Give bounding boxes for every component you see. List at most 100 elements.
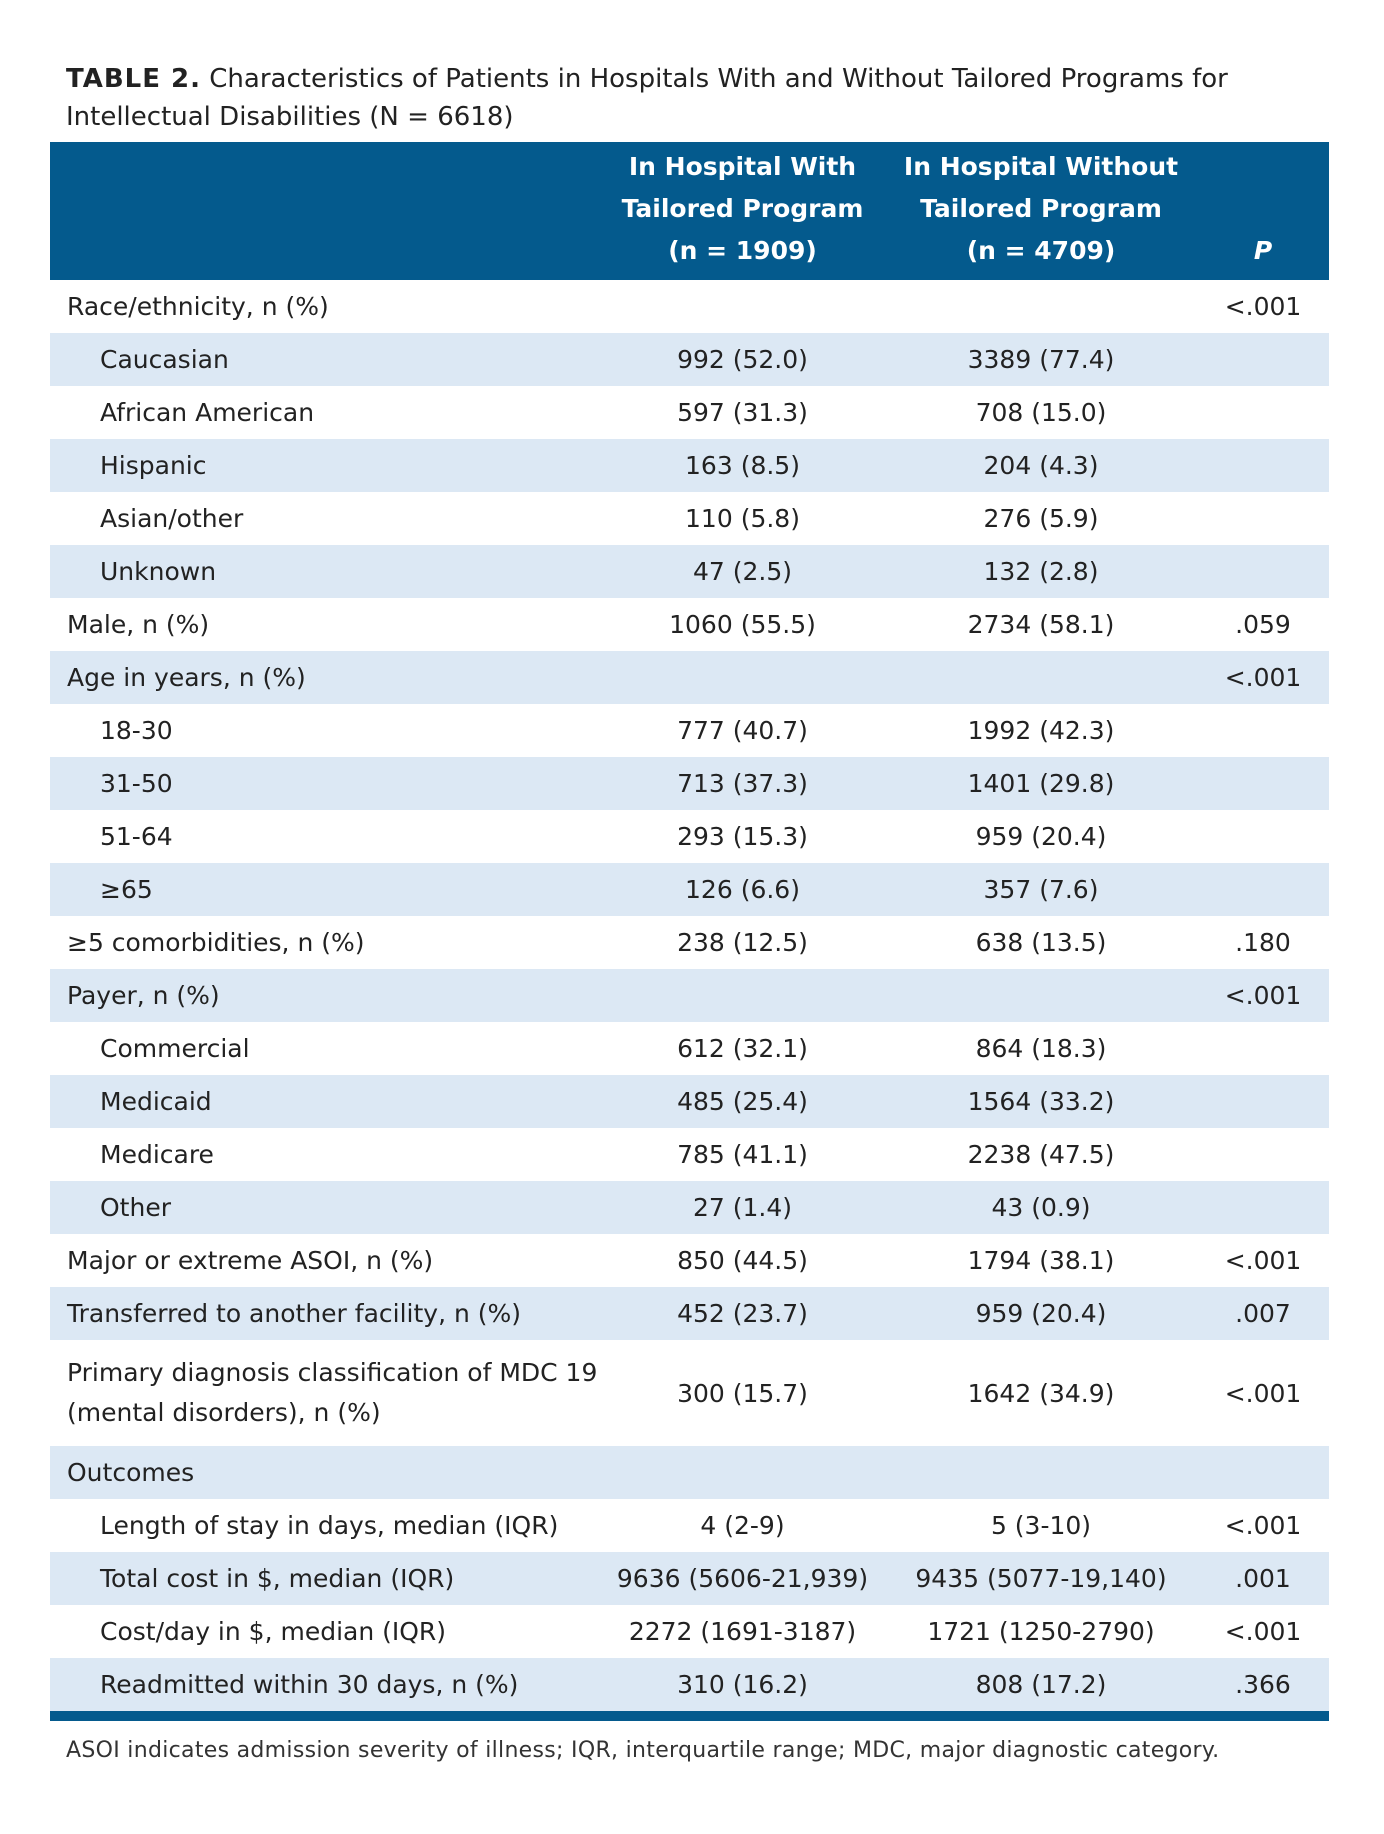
cell: 300 (15.7): [677, 1378, 808, 1408]
cell: 293 (15.3): [677, 822, 808, 851]
cell: 3389 (77.4): [967, 345, 1115, 374]
cell: 132 (2.8): [983, 557, 1099, 586]
cell: 597 (31.3): [677, 398, 808, 427]
cell: 808 (17.2): [975, 1670, 1107, 1699]
cell: 1992 (42.3): [967, 716, 1115, 745]
cell: .059: [1235, 610, 1291, 639]
cell: 9435 (5077-19,140): [915, 1564, 1167, 1593]
table-row: Readmitted within 30 days, n (%) 310 (16.…: [50, 1658, 1329, 1711]
header-line: In Hospital With: [628, 152, 857, 181]
cell: 110 (5.8): [685, 504, 800, 533]
cell: 864 (18.3): [975, 1034, 1107, 1063]
table-row: Unknown 47 (2.5) 132 (2.8): [50, 545, 1329, 598]
cell: 5 (3-10): [990, 1511, 1092, 1540]
bottom-rule: [50, 1711, 1329, 1721]
table-row: Payer, n (%) <.001: [50, 969, 1329, 1022]
cell: 204 (4.3): [983, 451, 1099, 480]
cell: 43 (0.9): [991, 1193, 1091, 1222]
cell: .007: [1235, 1299, 1291, 1328]
cell: 992 (52.0): [677, 345, 808, 374]
cell: 485 (25.4): [677, 1087, 808, 1116]
header-line: Tailored Program: [621, 194, 864, 223]
row-label: ≥65: [100, 874, 153, 904]
cell: 1401 (29.8): [967, 769, 1115, 798]
header-cell: [50, 142, 600, 280]
cell: 238 (12.5): [677, 928, 808, 957]
cell: 310 (16.2): [677, 1670, 808, 1699]
cell: 4 (2-9): [700, 1511, 785, 1540]
cell: 959 (20.4): [975, 1299, 1107, 1328]
cell: 638 (13.5): [975, 928, 1107, 957]
header-cell: P: [1197, 142, 1329, 280]
cell: 612 (32.1): [677, 1034, 808, 1063]
cell: 163 (8.5): [685, 451, 800, 480]
header-line: P: [1253, 236, 1273, 265]
row-label: 18-30: [100, 715, 173, 745]
header-line: In Hospital Without: [903, 152, 1179, 181]
row-label: Transferred to another facility, n (%): [67, 1298, 522, 1328]
cell: 959 (20.4): [975, 822, 1107, 851]
table-row: Medicaid 485 (25.4) 1564 (33.2): [50, 1075, 1329, 1128]
row-label: 31-50: [100, 768, 173, 798]
header-cell: In Hospital Without Tailored Program (n = …: [885, 142, 1197, 280]
row-label: Hispanic: [100, 450, 207, 480]
table-row: 51-64 293 (15.3) 959 (20.4): [50, 810, 1329, 863]
table-row: ≥5 comorbidities, n (%) 238 (12.5) 638 (13…: [50, 916, 1329, 969]
row-label: African American: [100, 397, 315, 427]
table: In Hospital With Tailored Program (n = 190…: [50, 142, 1329, 1721]
table-row: Transferred to another facility, n (%) 45…: [50, 1287, 1329, 1340]
row-label: Medicaid: [100, 1086, 212, 1116]
table-label: TABLE 2.: [66, 64, 202, 94]
table-row: Total cost in $, median (IQR) 9636 (5606-…: [50, 1552, 1329, 1605]
footnote: ASOI indicates admission severity of ill…: [66, 1738, 1220, 1763]
table-row: 31-50 713 (37.3) 1401 (29.8): [50, 757, 1329, 810]
cell: 777 (40.7): [677, 716, 808, 745]
cell: 713 (37.3): [677, 769, 808, 798]
cell: .180: [1235, 928, 1291, 957]
table-row: Race/ethnicity, n (%) <.001: [50, 280, 1329, 333]
cell: 708 (15.0): [975, 398, 1107, 427]
row-label: Asian/other: [100, 503, 244, 533]
row-label: Readmitted within 30 days, n (%): [100, 1669, 519, 1699]
cell: 27 (1.4): [692, 1193, 793, 1222]
table-row: Primary diagnosis classification of MDC …: [50, 1340, 1329, 1446]
table-row: Outcomes: [50, 1446, 1329, 1499]
header-cell: In Hospital With Tailored Program (n = 190…: [600, 142, 885, 280]
row-label: Medicare: [100, 1139, 214, 1169]
table-row: Length of stay in days, median (IQR) 4 (2…: [50, 1499, 1329, 1552]
cell: <.001: [1224, 1378, 1302, 1408]
cell: .001: [1235, 1564, 1291, 1593]
row-label: Primary diagnosis classification of MDC …: [67, 1358, 598, 1427]
table-row: Cost/day in $, median (IQR) 2272 (1691-31…: [50, 1605, 1329, 1658]
cell: 1794 (38.1): [967, 1246, 1115, 1275]
cell: 1060 (55.5): [669, 610, 816, 639]
cell: 785 (41.1): [677, 1140, 808, 1169]
table-row: Asian/other 110 (5.8) 276 (5.9): [50, 492, 1329, 545]
cell: <.001: [1224, 292, 1302, 321]
cell: 9636 (5606-21,939): [616, 1564, 869, 1593]
cell: 2734 (58.1): [967, 610, 1115, 639]
cell: <.001: [1224, 1617, 1302, 1646]
table-row: Caucasian 992 (52.0) 3389 (77.4): [50, 333, 1329, 386]
table-row: Hispanic 163 (8.5) 204 (4.3): [50, 439, 1329, 492]
table-row: Medicare 785 (41.1) 2238 (47.5): [50, 1128, 1329, 1181]
table-row: Commercial 612 (32.1) 864 (18.3): [50, 1022, 1329, 1075]
row-label: Commercial: [100, 1033, 250, 1063]
table-row: Major or extreme ASOI, n (%) 850 (44.5) 17…: [50, 1234, 1329, 1287]
table-row: ≥65 126 (6.6) 357 (7.6): [50, 863, 1329, 916]
cell: <.001: [1224, 981, 1302, 1010]
title-text: Characteristics of Patients in Hospitals…: [66, 64, 1228, 132]
row-label: Length of stay in days, median (IQR): [100, 1510, 559, 1540]
cell: <.001: [1224, 1511, 1302, 1540]
table-body: Race/ethnicity, n (%) <.001 Caucasian 992 (…: [50, 280, 1329, 1711]
cell: .366: [1235, 1670, 1291, 1699]
table-row: Age in years, n (%) <.001: [50, 651, 1329, 704]
row-label: Cost/day in $, median (IQR): [100, 1616, 447, 1646]
cell: 47 (2.5): [692, 557, 793, 586]
cell: 1564 (33.2): [967, 1087, 1115, 1116]
cell: 1721 (1250-2790): [927, 1617, 1155, 1646]
header-line: (n = 1909): [668, 236, 817, 265]
table-row: 18-30 777 (40.7) 1992 (42.3): [50, 704, 1329, 757]
row-label: Caucasian: [100, 344, 229, 374]
